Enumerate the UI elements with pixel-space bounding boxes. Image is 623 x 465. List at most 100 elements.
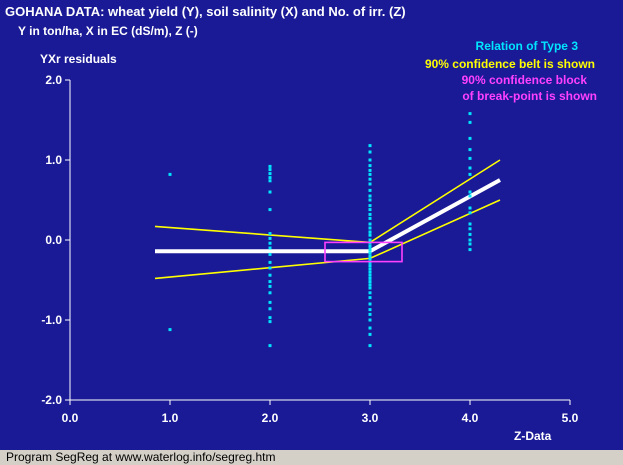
x-tick-label: 1.0 — [162, 411, 179, 425]
data-point — [468, 232, 472, 236]
relation-type-text: Relation of Type 3 — [476, 39, 579, 53]
data-point — [368, 244, 372, 248]
data-point — [368, 326, 372, 330]
x-tick-label: 2.0 — [262, 411, 279, 425]
data-point — [368, 291, 372, 295]
data-point — [468, 194, 472, 198]
data-point — [268, 208, 272, 212]
data-point — [268, 260, 272, 264]
y-tick-label: 0.0 — [45, 233, 62, 247]
data-point — [468, 222, 472, 226]
data-point — [368, 273, 372, 277]
data-point — [368, 222, 372, 226]
data-point — [268, 291, 272, 295]
data-point — [268, 168, 272, 172]
x-tick-label: 3.0 — [362, 411, 379, 425]
block-legend-line2: of break-point is shown — [462, 89, 597, 103]
units-text: Y in ton/ha, X in EC (dS/m), Z (-) — [18, 24, 198, 38]
data-point — [368, 280, 372, 284]
data-point — [468, 156, 472, 160]
data-point — [368, 286, 372, 290]
data-point — [368, 308, 372, 312]
x-tick-label: 5.0 — [562, 411, 579, 425]
footer-text: Program SegReg at www.waterlog.info/segr… — [6, 450, 276, 464]
data-point — [168, 172, 172, 176]
data-point — [268, 172, 272, 176]
data-point — [368, 212, 372, 216]
data-point — [268, 320, 272, 324]
data-point — [468, 238, 472, 242]
block-legend-line1: 90% confidence block — [462, 73, 588, 87]
data-point — [368, 216, 372, 220]
y-axis-label: YXr residuals — [40, 52, 117, 66]
data-point — [468, 248, 472, 252]
data-point — [368, 332, 372, 336]
x-axis-label: Z-Data — [514, 429, 552, 443]
data-point — [368, 251, 372, 255]
data-point — [468, 206, 472, 210]
data-point — [368, 318, 372, 322]
data-point — [368, 276, 372, 280]
data-point — [268, 232, 272, 236]
data-point — [368, 226, 372, 230]
data-point — [368, 233, 372, 237]
belt-legend-text: 90% confidence belt is shown — [425, 57, 595, 71]
data-point — [268, 344, 272, 348]
data-point — [368, 144, 372, 148]
data-point — [468, 172, 472, 176]
data-point — [468, 227, 472, 231]
data-point — [468, 211, 472, 215]
x-tick-label: 4.0 — [462, 411, 479, 425]
data-point — [368, 198, 372, 202]
data-point — [468, 148, 472, 152]
data-point — [368, 248, 372, 252]
x-tick-label: 0.0 — [62, 411, 79, 425]
data-point — [268, 176, 272, 180]
data-point — [368, 204, 372, 208]
data-point — [368, 230, 372, 234]
data-point — [268, 179, 272, 183]
data-point — [268, 266, 272, 270]
data-point — [368, 344, 372, 348]
data-point — [268, 273, 272, 277]
data-point — [468, 112, 472, 116]
data-point — [368, 254, 372, 258]
data-point — [468, 242, 472, 246]
data-point — [268, 241, 272, 245]
data-point — [268, 316, 272, 320]
data-point — [268, 300, 272, 304]
y-tick-label: 2.0 — [45, 73, 62, 87]
data-point — [368, 208, 372, 212]
data-point — [268, 307, 272, 311]
data-point — [268, 164, 272, 168]
data-point — [368, 238, 372, 242]
data-point — [368, 177, 372, 181]
data-point — [368, 164, 372, 168]
data-point — [368, 158, 372, 162]
y-tick-label: -1.0 — [41, 313, 62, 327]
data-point — [268, 280, 272, 284]
data-point — [468, 166, 472, 170]
chart-title: GOHANA DATA: wheat yield (Y), soil salin… — [5, 4, 406, 19]
data-point — [268, 284, 272, 288]
plot-background — [0, 0, 623, 450]
data-point — [368, 312, 372, 316]
data-point — [368, 302, 372, 306]
data-point — [368, 264, 372, 268]
data-point — [368, 283, 372, 287]
data-point — [368, 257, 372, 261]
data-point — [368, 267, 372, 271]
data-point — [268, 246, 272, 250]
data-point — [368, 194, 372, 198]
y-tick-label: -2.0 — [41, 393, 62, 407]
data-point — [168, 328, 172, 332]
data-point — [368, 182, 372, 186]
breakpoint-confidence-block — [324, 241, 403, 263]
y-tick-label: 1.0 — [45, 153, 62, 167]
regression-line — [155, 178, 501, 254]
data-point — [268, 252, 272, 256]
data-point — [368, 270, 372, 274]
data-point — [468, 120, 472, 124]
data-point — [468, 136, 472, 140]
